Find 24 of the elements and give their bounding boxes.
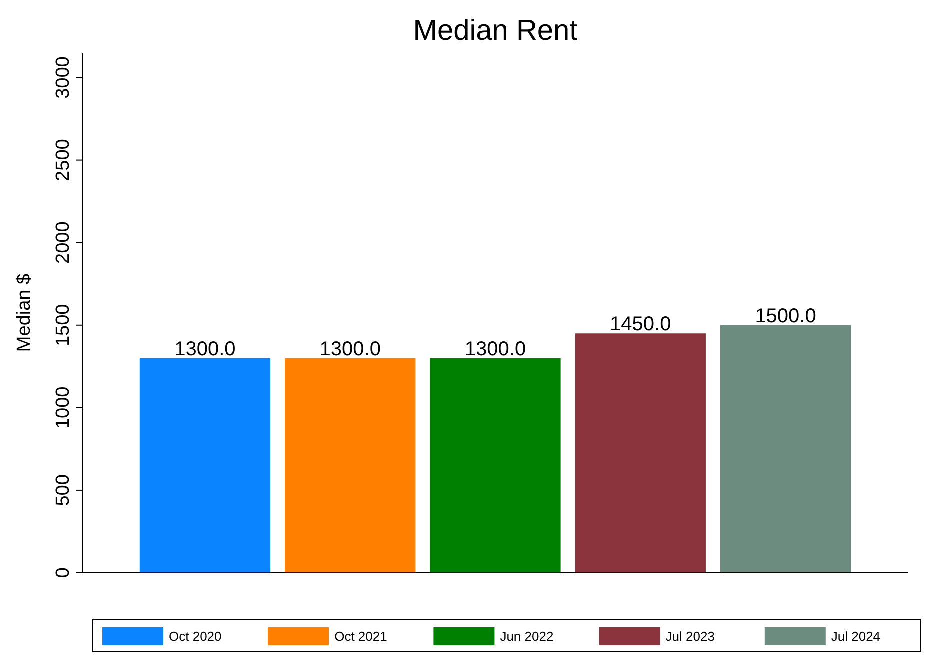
data-label: 1500.0 xyxy=(755,305,816,328)
y-tick-label: 1000 xyxy=(53,386,74,430)
bar xyxy=(575,334,706,573)
y-tick-label: 3000 xyxy=(53,56,74,99)
data-label: 1300.0 xyxy=(320,338,381,360)
y-tick-label: 0 xyxy=(53,568,74,578)
bar xyxy=(430,358,561,573)
y-tick-label: 500 xyxy=(53,474,74,506)
y-tick-label: 2500 xyxy=(53,139,74,182)
legend-label: Jul 2023 xyxy=(666,629,715,644)
data-label: 1300.0 xyxy=(174,338,236,360)
data-label: 1450.0 xyxy=(610,314,672,336)
legend-label: Jul 2024 xyxy=(831,629,881,644)
legend-label: Oct 2021 xyxy=(334,629,388,644)
data-label: 1300.0 xyxy=(464,338,526,360)
y-tick-label: 2000 xyxy=(53,222,74,264)
legend-label: Oct 2020 xyxy=(169,629,222,644)
y-axis-title: Median $ xyxy=(14,273,35,352)
bar xyxy=(720,325,852,573)
legend-label: Jun 2022 xyxy=(500,629,554,644)
bar xyxy=(285,358,416,573)
y-tick-label: 1500 xyxy=(53,304,74,347)
bar xyxy=(140,358,271,573)
chart-title: Median Rent xyxy=(413,15,578,47)
